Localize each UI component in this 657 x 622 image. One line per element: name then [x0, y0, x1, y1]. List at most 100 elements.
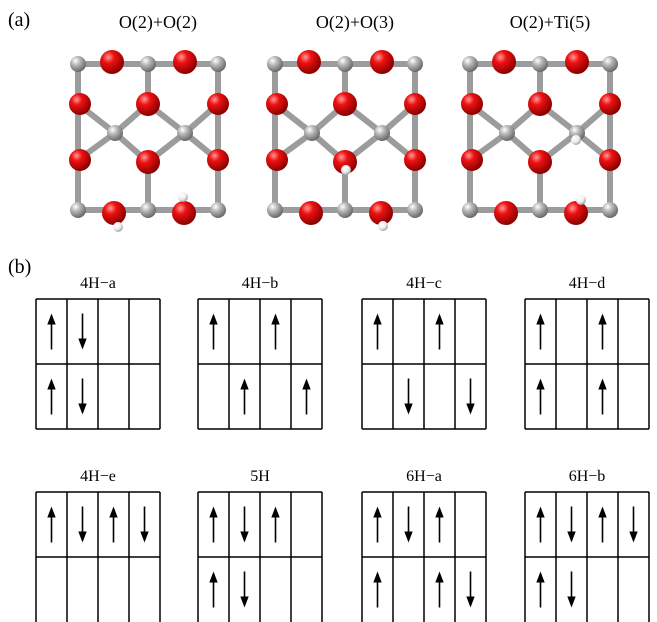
arrow-head: [466, 403, 475, 415]
config-7: 6H−a: [361, 468, 487, 622]
arrow-head: [140, 531, 149, 543]
config-title: 4H−d: [569, 275, 606, 292]
titanium-atom: [267, 56, 283, 72]
arrow-head: [536, 313, 545, 325]
titanium-atom: [107, 125, 123, 141]
hydrogen-atom: [341, 165, 351, 175]
structure-title: O(2)+Ti(5): [510, 12, 591, 33]
arrow-head: [567, 531, 576, 543]
arrow-head: [536, 378, 545, 390]
arrow-head: [404, 403, 413, 415]
arrow-head: [271, 506, 280, 518]
titanium-atom: [462, 56, 478, 72]
arrow-head: [109, 506, 118, 518]
arrow-head: [435, 313, 444, 325]
oxygen-atom: [102, 201, 126, 225]
oxygen-atom: [69, 93, 91, 115]
oxygen-atom: [299, 201, 323, 225]
arrow-head: [567, 596, 576, 608]
oxygen-atom: [404, 149, 426, 171]
config-6: 5H: [197, 468, 323, 622]
arrow-head: [209, 571, 218, 583]
titanium-atom: [602, 202, 618, 218]
arrow-head: [536, 506, 545, 518]
oxygen-atom: [266, 93, 288, 115]
arrow-head: [240, 596, 249, 608]
panel-b-label: (b): [8, 256, 31, 278]
arrow-head: [240, 531, 249, 543]
oxygen-atom: [136, 150, 160, 174]
structure-title: O(2)+O(2): [119, 12, 197, 33]
oxygen-atom: [333, 150, 357, 174]
config-title: 5H: [250, 468, 270, 485]
hydrogen-atom: [178, 192, 188, 202]
titanium-atom: [337, 56, 353, 72]
arrow-head: [302, 378, 311, 390]
config-title: 4H−b: [242, 275, 279, 292]
config-3: 4H−c: [361, 275, 487, 430]
titanium-atom: [267, 202, 283, 218]
hydrogen-atom: [571, 135, 581, 145]
titanium-atom: [140, 56, 156, 72]
oxygen-atom: [461, 149, 483, 171]
titanium-atom: [462, 202, 478, 218]
config-5: 4H−e: [35, 468, 161, 622]
oxygen-atom: [528, 150, 552, 174]
arrow-head: [404, 531, 413, 543]
oxygen-atom: [599, 93, 621, 115]
titanium-atom: [70, 202, 86, 218]
titanium-atom: [602, 56, 618, 72]
hydrogen-atom: [576, 195, 586, 205]
arrow-head: [435, 506, 444, 518]
oxygen-atom: [333, 92, 357, 116]
config-title: 6H−b: [569, 468, 606, 485]
titanium-atom: [407, 202, 423, 218]
arrow-head: [271, 313, 280, 325]
oxygen-atom: [369, 201, 393, 225]
arrow-head: [47, 313, 56, 325]
structure-1: O(2)+O(2): [69, 12, 229, 232]
panel-b-configurations: 4H−a 4H−b 4H−c 4H−d 4H−e 5H 6H−a 6H−b: [35, 275, 650, 622]
panel-a-label: (a): [8, 9, 30, 31]
panel-a-structures: O(2)+O(2) O(2)+O(3) O(2)+Ti(5): [69, 12, 621, 232]
arrow-head: [209, 313, 218, 325]
config-1: 4H−a: [35, 275, 161, 430]
oxygen-atom: [599, 149, 621, 171]
titanium-atom: [532, 202, 548, 218]
titanium-atom: [337, 202, 353, 218]
oxygen-atom: [564, 201, 588, 225]
arrow-head: [598, 313, 607, 325]
oxygen-atom: [136, 92, 160, 116]
arrow-head: [373, 571, 382, 583]
config-title: 4H−a: [80, 275, 116, 292]
arrow-head: [240, 378, 249, 390]
arrow-head: [47, 378, 56, 390]
config-2: 4H−b: [197, 275, 323, 430]
oxygen-atom: [565, 50, 589, 74]
arrow-head: [47, 506, 56, 518]
oxygen-atom: [100, 50, 124, 74]
titanium-atom: [210, 56, 226, 72]
arrow-head: [78, 531, 87, 543]
titanium-atom: [70, 56, 86, 72]
oxygen-atom: [207, 149, 229, 171]
config-title: 4H−e: [80, 468, 116, 485]
oxygen-atom: [69, 149, 91, 171]
titanium-atom: [532, 56, 548, 72]
arrow-head: [466, 596, 475, 608]
oxygen-atom: [404, 93, 426, 115]
titanium-atom: [140, 202, 156, 218]
titanium-atom: [210, 202, 226, 218]
arrow-head: [373, 313, 382, 325]
arrow-head: [598, 378, 607, 390]
arrow-head: [598, 506, 607, 518]
oxygen-atom: [461, 93, 483, 115]
oxygen-atom: [173, 50, 197, 74]
structure-3: O(2)+Ti(5): [461, 12, 621, 225]
titanium-atom: [177, 125, 193, 141]
oxygen-atom: [370, 50, 394, 74]
oxygen-atom: [528, 92, 552, 116]
arrow-head: [629, 531, 638, 543]
titanium-atom: [304, 125, 320, 141]
